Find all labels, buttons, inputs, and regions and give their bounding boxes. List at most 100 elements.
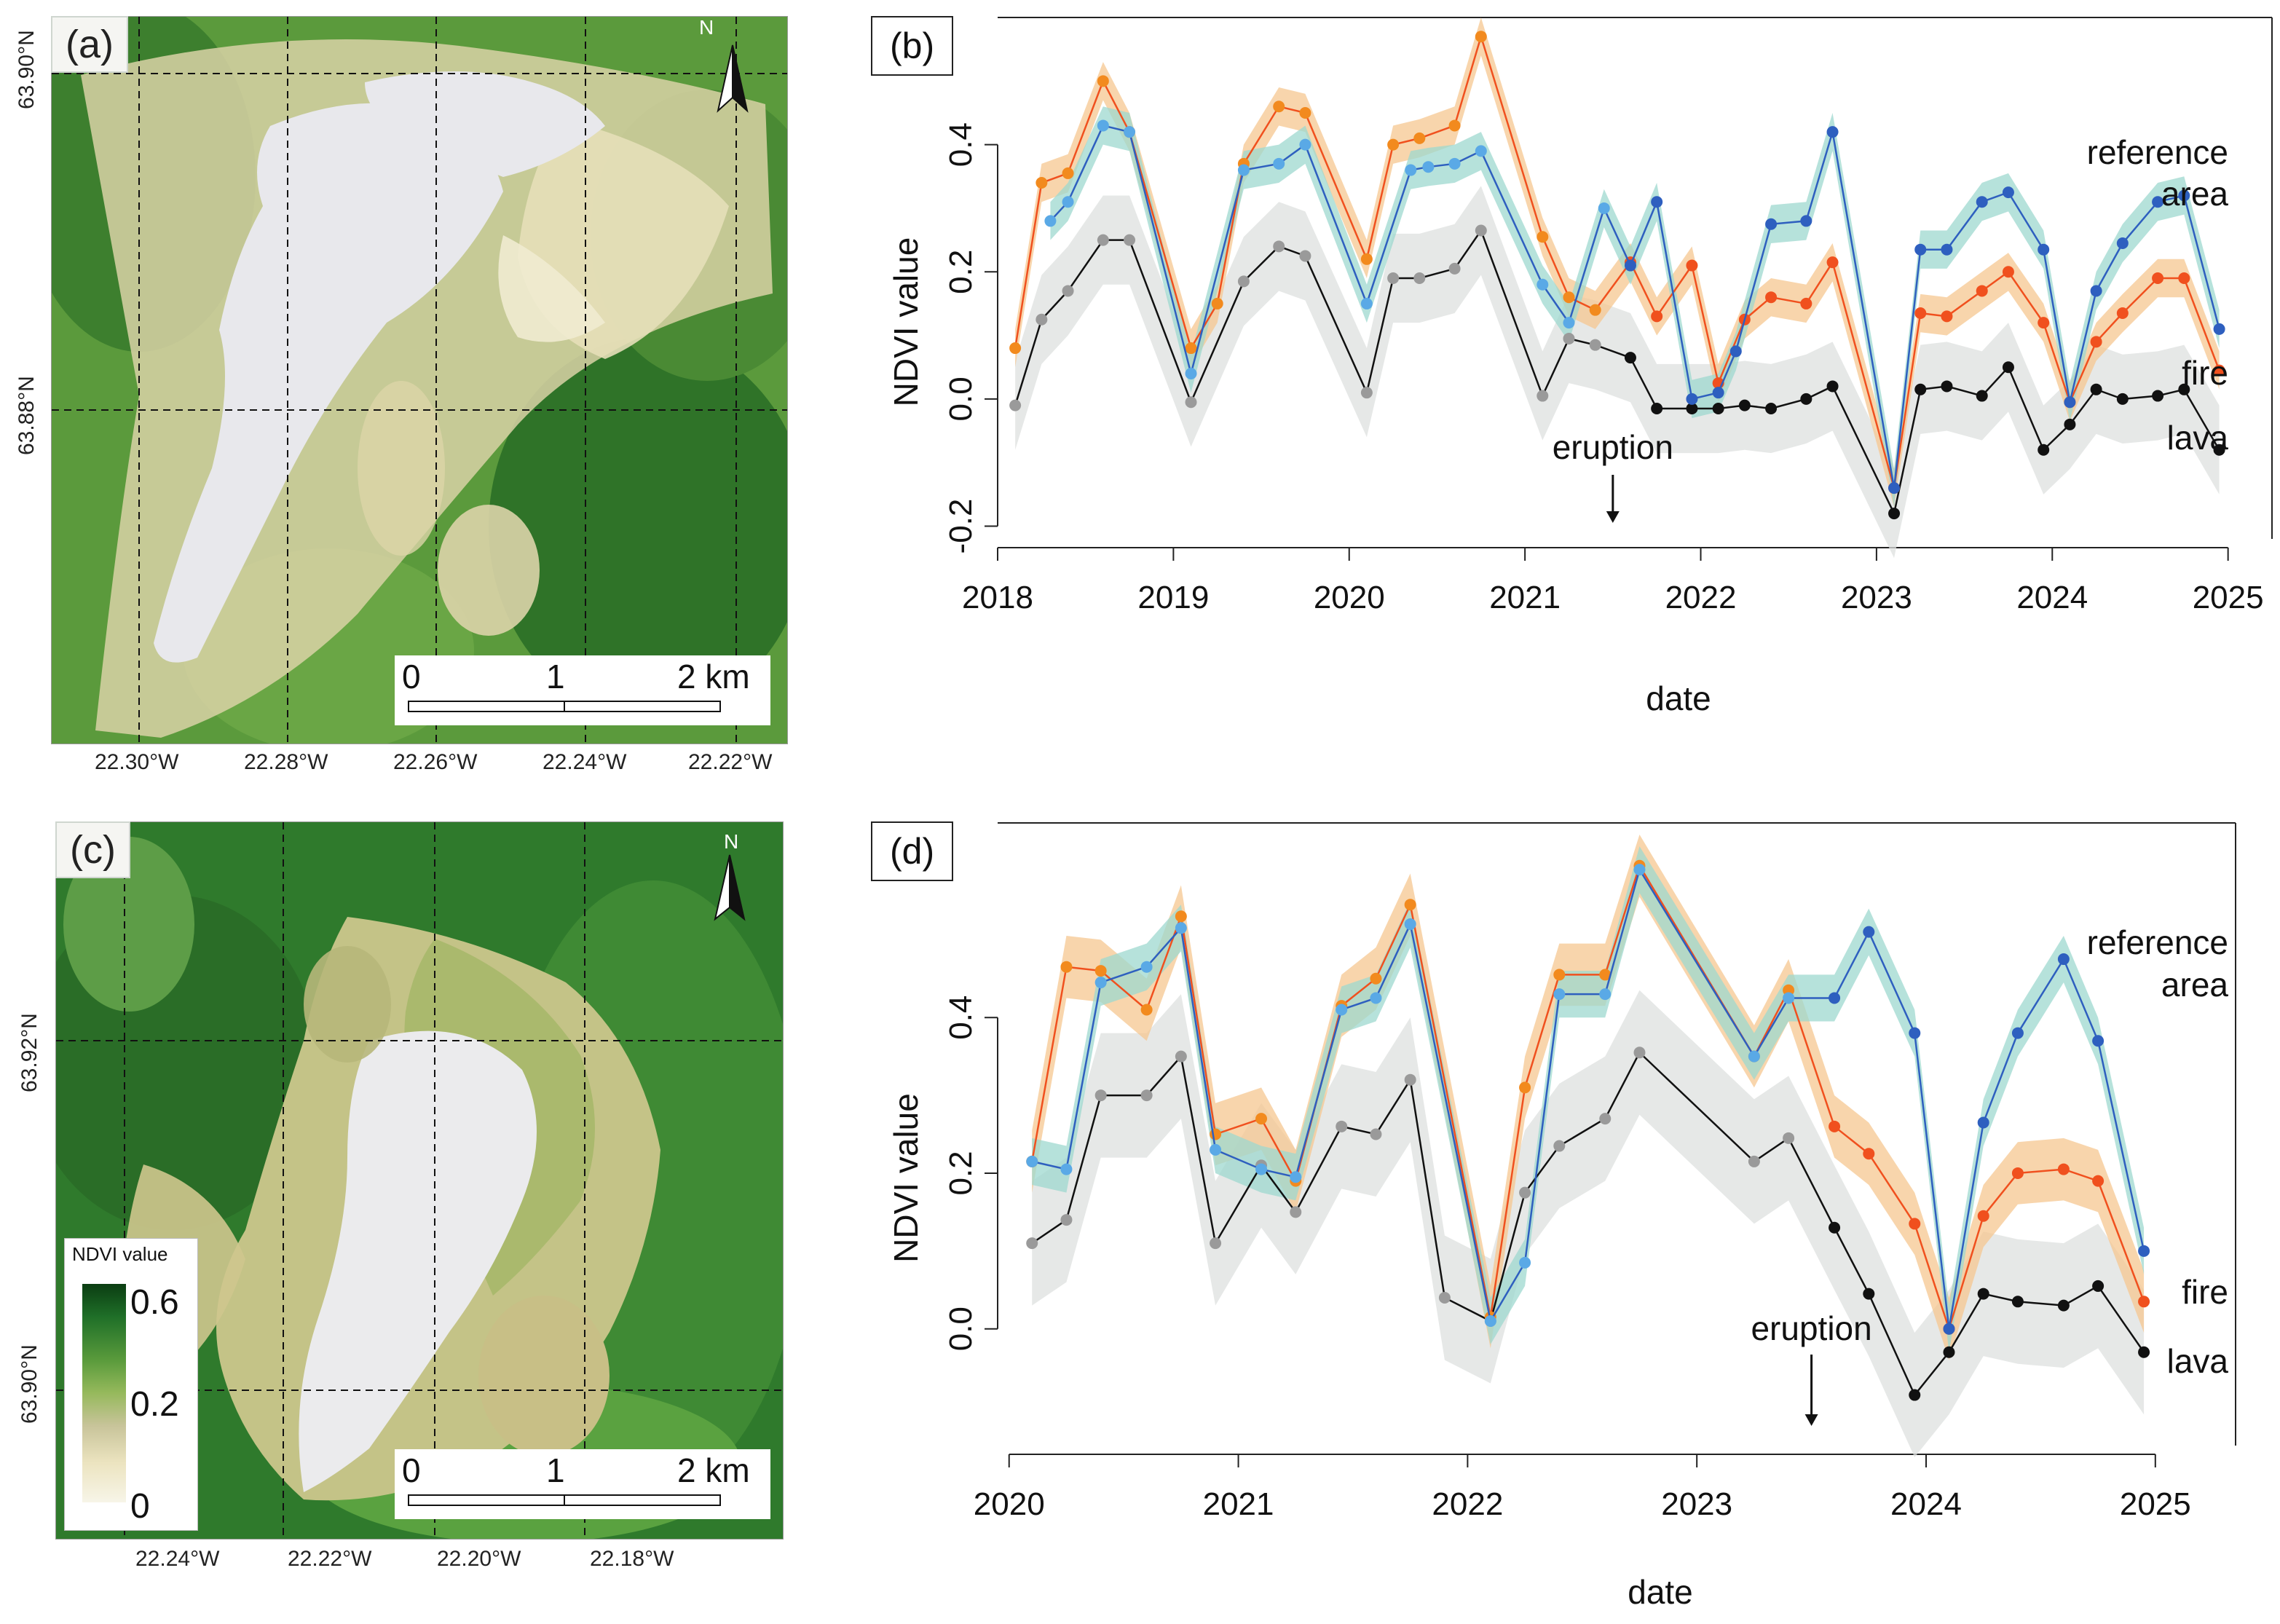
- lava-point: [1094, 1089, 1107, 1102]
- lon-label: 22.26°W: [393, 750, 478, 774]
- lava-point: [1413, 272, 1426, 284]
- lava-point: [2057, 1299, 2070, 1312]
- reference-point: [1599, 988, 1612, 1001]
- reference-point: [2064, 396, 2076, 409]
- lava-point: [1387, 272, 1400, 284]
- lon-label: 22.30°W: [95, 750, 179, 774]
- fire-point: [1175, 910, 1187, 923]
- x-tick-label: 2025: [2193, 580, 2264, 615]
- reference-point: [1914, 243, 1927, 256]
- lava-point: [1438, 1291, 1451, 1304]
- reference-point: [1633, 864, 1646, 876]
- fire-point: [2116, 307, 2129, 320]
- fire-point: [1651, 310, 1663, 323]
- scale-bar-c: 0 1 2 km: [395, 1449, 770, 1519]
- lava-point: [1738, 399, 1751, 411]
- map-panel-a: [51, 16, 788, 744]
- lava-point: [1686, 403, 1698, 414]
- lava-point: [1237, 275, 1250, 288]
- panel-label-d: (d): [871, 821, 954, 881]
- lava-point: [1651, 403, 1663, 414]
- y-tick-label: 0.0: [943, 377, 979, 421]
- x-tick-label: 2023: [1661, 1486, 1732, 1522]
- fire-label: fire: [2182, 354, 2228, 392]
- reference-point: [1273, 157, 1285, 170]
- reference-point: [1237, 164, 1250, 176]
- y-axis-title: NDVI value: [887, 237, 925, 407]
- scale-2km: 2 km: [677, 658, 750, 695]
- reference-point: [1765, 218, 1778, 230]
- lava-point: [1563, 332, 1575, 344]
- reference-point: [1404, 918, 1416, 930]
- fire-point: [1062, 167, 1074, 179]
- lava-point: [1124, 234, 1136, 246]
- legend-title: NDVI value: [72, 1243, 168, 1265]
- lava-point: [1290, 1206, 1302, 1218]
- reference-point: [1563, 317, 1575, 329]
- fire-point: [1826, 256, 1839, 269]
- reference-point: [1360, 297, 1373, 310]
- panel-label-b: (b): [871, 16, 954, 76]
- scale-2km: 2 km: [677, 1451, 750, 1489]
- fire-point: [2011, 1167, 2024, 1179]
- fire-point: [1914, 307, 1927, 320]
- fire-point: [1060, 961, 1073, 973]
- lava-point: [1448, 262, 1461, 275]
- lat-label: 63.88°N: [15, 376, 39, 455]
- fire-point: [2138, 1296, 2150, 1308]
- lava-point: [2011, 1296, 2024, 1308]
- fire-point: [1519, 1081, 1531, 1094]
- lava-point: [2213, 444, 2225, 456]
- reference-point: [1140, 961, 1153, 973]
- reference-point: [1909, 1027, 1921, 1039]
- lat-label: 63.90°N: [15, 30, 39, 109]
- fire-label: fire: [2182, 1273, 2228, 1311]
- lon-label: 22.20°W: [437, 1547, 521, 1571]
- lava-point: [1060, 1214, 1073, 1226]
- reference-point: [1729, 345, 1742, 358]
- y-tick-label: 0.2: [943, 1151, 979, 1195]
- fire-point: [2213, 364, 2225, 377]
- lava-point: [1553, 1140, 1566, 1152]
- y-tick-label: 0.2: [943, 250, 979, 294]
- scale-0: 0: [402, 1451, 421, 1489]
- reference-point: [2213, 323, 2225, 335]
- fire-point: [1140, 1004, 1153, 1016]
- lava-point: [1062, 285, 1074, 297]
- fire-point: [2057, 1163, 2070, 1175]
- fire-point: [1299, 106, 1311, 119]
- lava-point: [1712, 403, 1724, 414]
- lava-point: [1097, 234, 1109, 246]
- lava-point: [1783, 1132, 1795, 1144]
- north-arrow-a: N: [699, 16, 750, 118]
- reference-point: [1210, 1143, 1222, 1156]
- fire-point: [1941, 310, 1953, 323]
- lava-point: [1360, 387, 1373, 399]
- chart-b: -0.2 0.0 0.2 0.4 2018 2019 2020 2021 2022 2023 202…: [801, 0, 2280, 728]
- x-axis-title: date: [1646, 679, 1711, 717]
- y-tick-label: 0.4: [943, 122, 979, 167]
- lava-point: [1273, 240, 1285, 253]
- reference-label-line2: area: [2161, 966, 2228, 1004]
- lon-label: 22.24°W: [135, 1547, 220, 1571]
- lava-point: [1863, 1288, 1875, 1300]
- reference-point: [1044, 215, 1057, 227]
- fire-point: [2092, 1175, 2105, 1187]
- x-tick-label: 2020: [974, 1486, 1045, 1522]
- reference-point: [1553, 988, 1566, 1001]
- reference-point: [1405, 164, 1417, 176]
- fire-point: [1211, 297, 1223, 310]
- reference-point: [1624, 259, 1636, 272]
- reference-point: [1484, 1315, 1496, 1327]
- lava-point: [1977, 1288, 1989, 1300]
- x-tick-label: 2024: [2016, 580, 2088, 615]
- north-label: N: [724, 830, 739, 853]
- reference-point: [1290, 1171, 1302, 1183]
- panel-label-c: (c): [55, 821, 130, 878]
- lava-point: [1404, 1073, 1416, 1086]
- x-tick-label: 2018: [962, 580, 1033, 615]
- fire-series-line: [1014, 33, 2220, 489]
- eruption-arrow-head: [1804, 1414, 1818, 1426]
- x-tick-label: 2023: [1841, 580, 1912, 615]
- x-tick-label: 2025: [2120, 1486, 2191, 1522]
